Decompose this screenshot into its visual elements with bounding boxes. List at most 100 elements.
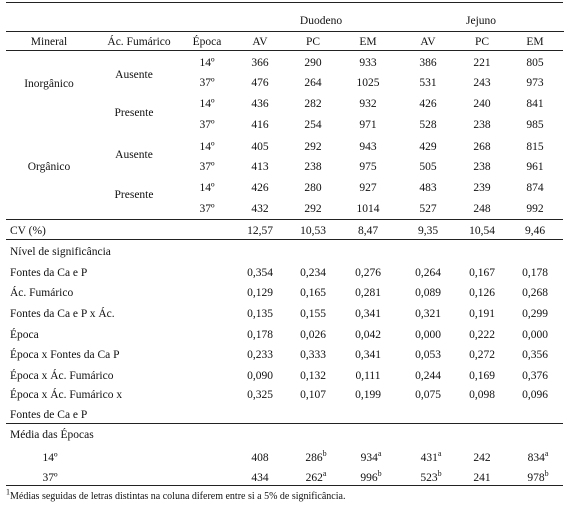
means-value: 242: [473, 451, 490, 465]
means-number: 408: [251, 452, 269, 464]
group-rule-jejuno: [410, 31, 564, 32]
significance-value: 0,222: [469, 329, 495, 341]
value-cell: 841: [526, 98, 544, 110]
value-cell: 426: [251, 182, 269, 194]
value-cell: 933: [359, 57, 377, 69]
value-cell: 531: [419, 77, 437, 89]
means-value: 978b: [527, 469, 549, 485]
epoca-cell: 37º: [199, 119, 215, 131]
value-cell: 973: [526, 77, 544, 89]
significance-value: 0,089: [415, 287, 441, 299]
value-cell: 292: [304, 141, 322, 153]
value-cell: 483: [419, 182, 437, 194]
epoca-cell: 14º: [199, 57, 215, 69]
fumarico-label: Presente: [114, 189, 154, 201]
significance-label: Época x Ác. Fumárico x: [10, 389, 123, 401]
value-cell: 436: [251, 98, 269, 110]
fumarico-label: Presente: [114, 107, 154, 119]
cv-value: 10,54: [469, 225, 495, 237]
value-cell: 416: [251, 119, 269, 131]
footnote: 1Médias seguidas de letras distintas na …: [6, 488, 345, 504]
significance-letter: a: [322, 469, 327, 479]
value-cell: 221: [473, 57, 491, 69]
col-header-av: AV: [252, 36, 268, 48]
significance-value: 0,233: [247, 349, 273, 361]
means-number: 434: [251, 472, 269, 484]
cv-value: 9,35: [417, 225, 439, 237]
significance-letter: b: [544, 469, 549, 479]
epoca-cell: 14º: [199, 182, 215, 194]
means-value: 241: [473, 471, 490, 485]
significance-value: 0,042: [355, 329, 381, 341]
cv-value: 12,57: [247, 225, 273, 237]
significance-value: 0,191: [469, 308, 495, 320]
significance-label: Fontes da Ca e P x Ác.: [10, 308, 115, 320]
significance-value: 0,000: [415, 329, 441, 341]
significance-value: 0,053: [415, 349, 441, 361]
mineral-label: Orgânico: [27, 161, 71, 173]
significance-value: 0,075: [415, 389, 441, 401]
fumarico-label: Ausente: [115, 149, 153, 161]
significance-value: 0,281: [355, 287, 381, 299]
significance-value: 0,376: [522, 370, 548, 382]
significance-value: 0,000: [522, 329, 548, 341]
significance-value: 0,129: [247, 287, 273, 299]
group-header-jejuno: Jejuno: [465, 15, 497, 27]
value-cell: 413: [251, 161, 269, 173]
epoca-cell: 14º: [199, 141, 215, 153]
significance-value: 0,264: [415, 267, 441, 279]
value-cell: 1025: [356, 77, 380, 89]
means-title: Média das Épocas: [10, 429, 94, 441]
value-cell: 239: [473, 182, 491, 194]
means-epoca-label: 37º: [42, 472, 58, 484]
means-value: 408: [251, 451, 268, 465]
significance-value: 0,321: [415, 308, 441, 320]
value-cell: 264: [304, 77, 322, 89]
value-cell: 243: [473, 77, 491, 89]
epoca-cell: 37º: [199, 161, 215, 173]
value-cell: 1014: [356, 203, 380, 215]
significance-label: Época x Fontes da Ca P: [10, 349, 120, 361]
significance-letter: a: [437, 449, 442, 459]
means-number: 286: [305, 452, 323, 464]
significance-value: 0,132: [300, 370, 326, 382]
col-header-epoca: Época: [192, 36, 222, 48]
significance-value: 0,026: [300, 329, 326, 341]
means-value: 996b: [360, 470, 381, 485]
value-cell: 238: [473, 119, 491, 131]
col-header-pc: PC: [305, 36, 321, 48]
value-cell: 240: [473, 98, 491, 110]
significance-value: 0,299: [522, 308, 548, 320]
means-rule: [6, 423, 563, 424]
means-value: 434: [251, 471, 268, 485]
col-header-pc: PC: [474, 36, 490, 48]
significance-value: 0,234: [300, 267, 326, 279]
significance-label: Ác. Fumárico: [10, 287, 74, 299]
col-header-mineral: Mineral: [30, 36, 68, 48]
value-cell: 254: [304, 119, 322, 131]
significance-letter: b: [322, 449, 327, 459]
header-bottom-rule: [6, 50, 563, 51]
value-cell: 932: [359, 98, 377, 110]
means-number: 431: [420, 452, 438, 464]
significance-label: Época: [10, 329, 39, 341]
significance-value: 0,354: [247, 267, 273, 279]
significance-value: 0,111: [355, 370, 381, 382]
value-cell: 527: [419, 203, 437, 215]
means-number: 262: [305, 472, 323, 484]
significance-value: 0,107: [300, 389, 326, 401]
group-rule-duodeno: [238, 31, 400, 32]
value-cell: 290: [304, 57, 322, 69]
cv-value: 9,46: [524, 225, 546, 237]
value-cell: 961: [526, 161, 544, 173]
significance-value: 0,090: [247, 370, 273, 382]
means-number: 242: [473, 452, 491, 464]
significance-value: 0,341: [355, 308, 381, 320]
means-number: 978: [527, 472, 545, 484]
means-number: 834: [527, 452, 545, 464]
value-cell: 238: [473, 161, 491, 173]
significance-letter: b: [437, 469, 442, 479]
significance-label-continuation: Fontes de Ca e P: [10, 409, 88, 421]
means-number: 523: [420, 472, 438, 484]
significance-value: 0,244: [415, 370, 441, 382]
